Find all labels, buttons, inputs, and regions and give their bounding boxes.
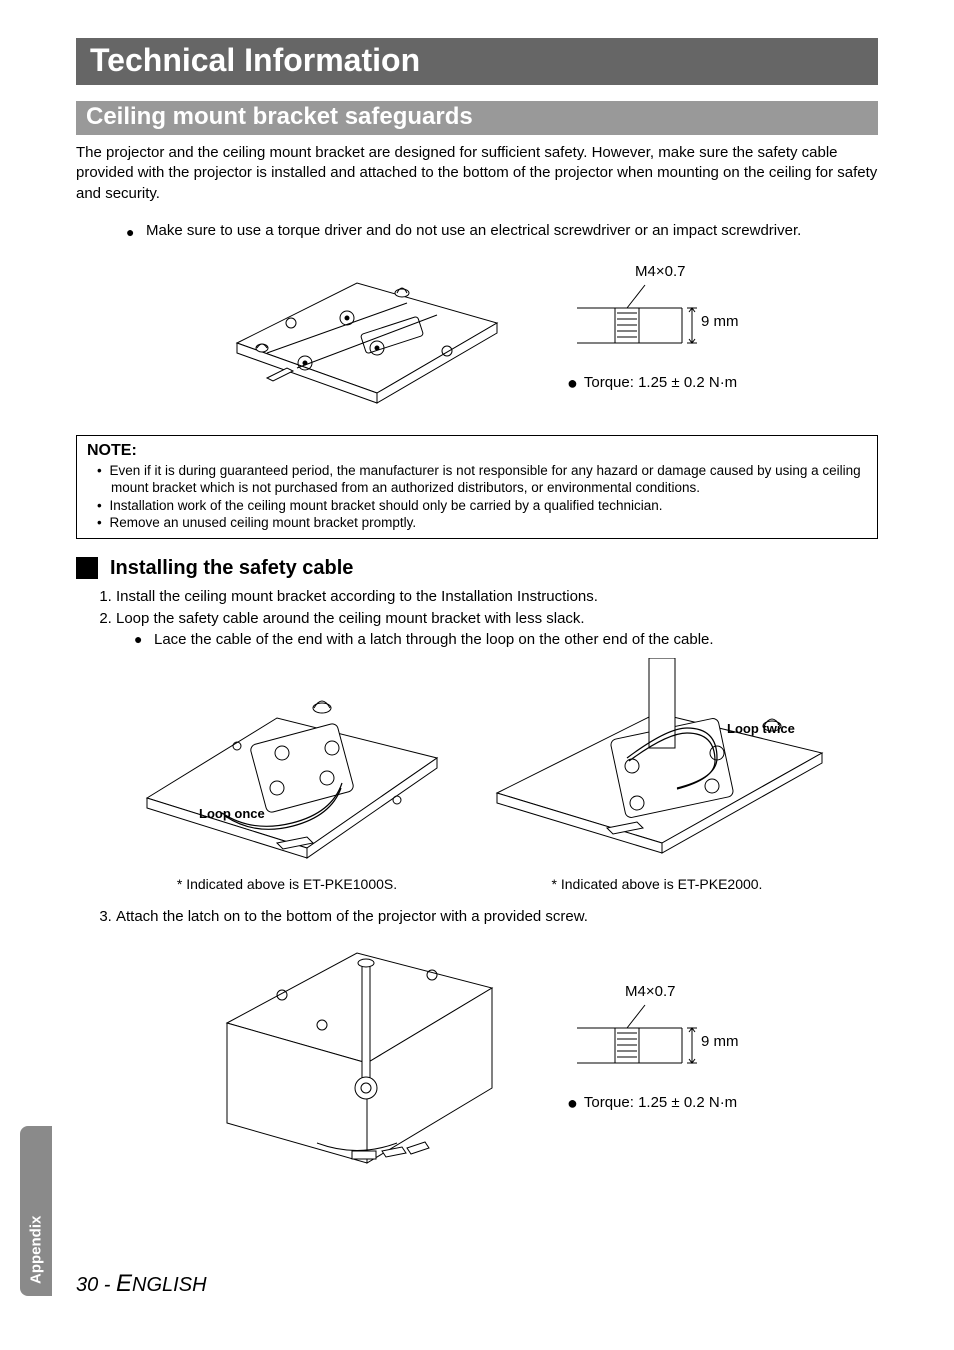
screw-spec-label-2: M4×0.7	[625, 983, 675, 1000]
step-2: Loop the safety cable around the ceiling…	[116, 608, 878, 650]
loop-twice-svg: Loop twice	[487, 658, 827, 868]
step-1: Install the ceiling mount bracket accord…	[116, 586, 878, 607]
subheading-row: Installing the safety cable	[76, 557, 878, 580]
latch-svg	[207, 933, 507, 1183]
caption-left: * Indicated above is ET-PKE1000S.	[177, 876, 397, 892]
screw-depth-label-2: 9 mm	[701, 1033, 739, 1050]
lang-rest: NGLISH	[132, 1274, 206, 1296]
section-heading: Ceiling mount bracket safeguards	[76, 101, 878, 135]
bullet-icon: ●	[126, 222, 136, 243]
page-number: 30 -	[76, 1274, 116, 1296]
bullet-icon: ●	[134, 629, 144, 650]
note-list: Even if it is during guaranteed period, …	[87, 462, 867, 532]
loop-once-label: Loop once	[199, 806, 265, 821]
bracket-top-diagram	[207, 253, 527, 423]
page-title: Technical Information	[76, 38, 878, 85]
loop-once-diagram: Loop once * Indicated above is ET-PKE100…	[127, 658, 447, 892]
caption-right: * Indicated above is ET-PKE2000.	[552, 876, 763, 892]
bullet-icon: ●	[567, 1094, 578, 1112]
install-steps: Install the ceiling mount bracket accord…	[76, 586, 878, 650]
screw-depth-label: 9 mm	[701, 313, 739, 330]
screw-spec-label: M4×0.7	[635, 263, 685, 280]
lang-first: E	[116, 1270, 132, 1297]
install-steps-cont: Attach the latch on to the bottom of the…	[76, 906, 878, 927]
subheading: Installing the safety cable	[110, 557, 353, 580]
diagram-row-3: M4×0.7 9 mm ● Torque: 1.25 ± 0.2 N·m	[76, 933, 878, 1183]
step-2-sub: ● Lace the cable of the end with a latch…	[134, 629, 878, 650]
intro-text: The projector and the ceiling mount brac…	[76, 143, 878, 204]
bracket-top-svg	[207, 253, 527, 423]
torque-label-2: Torque: 1.25 ± 0.2 N·m	[584, 1094, 737, 1111]
screw-spec-diagram-1: M4×0.7 9 mm ● Torque: 1.25 ± 0.2 N·m	[567, 253, 747, 423]
step-2-sub-text: Lace the cable of the end with a latch t…	[154, 629, 714, 650]
screw-spec-diagram-2: M4×0.7 9 mm ● Torque: 1.25 ± 0.2 N·m	[567, 933, 747, 1183]
square-icon	[76, 557, 98, 579]
note-title: NOTE:	[87, 442, 867, 460]
page-footer: 30 - ENGLISH	[76, 1270, 207, 1298]
torque-row-1: ● Torque: 1.25 ± 0.2 N·m	[567, 374, 737, 392]
torque-row-2: ● Torque: 1.25 ± 0.2 N·m	[567, 1094, 737, 1112]
note-item: Installation work of the ceiling mount b…	[111, 497, 867, 515]
torque-label: Torque: 1.25 ± 0.2 N·m	[584, 374, 737, 391]
step-2-text: Loop the safety cable around the ceiling…	[116, 610, 585, 627]
appendix-tab: Appendix	[20, 1126, 52, 1296]
step-3: Attach the latch on to the bottom of the…	[116, 906, 878, 927]
loop-twice-label: Loop twice	[727, 721, 795, 736]
loop-once-svg: Loop once	[127, 658, 447, 868]
diagram-row-2: Loop once * Indicated above is ET-PKE100…	[76, 658, 878, 892]
latch-diagram	[207, 933, 507, 1183]
note-item: Even if it is during guaranteed period, …	[111, 462, 867, 497]
bullet-torque-driver: ● Make sure to use a torque driver and d…	[126, 222, 878, 243]
note-box: NOTE: Even if it is during guaranteed pe…	[76, 435, 878, 539]
diagram-row-1: M4×0.7 9 mm ● Torque: 1.25 ± 0.2 N·m	[76, 253, 878, 423]
bullet-text: Make sure to use a torque driver and do …	[146, 222, 801, 243]
note-item: Remove an unused ceiling mount bracket p…	[111, 514, 867, 532]
loop-twice-diagram: Loop twice * Indicated above is ET-PKE20…	[487, 658, 827, 892]
bullet-icon: ●	[567, 374, 578, 392]
